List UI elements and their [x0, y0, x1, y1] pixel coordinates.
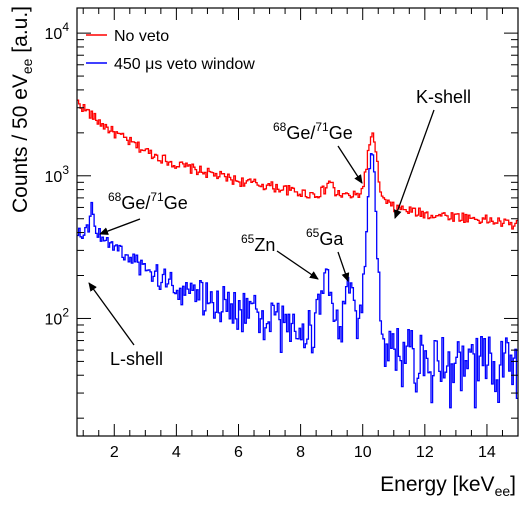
series-line-no-veto	[77, 99, 518, 230]
x-tick-label: 2	[110, 444, 119, 461]
x-tick-label: 14	[478, 444, 496, 461]
arrow-zn	[276, 250, 319, 280]
y-tick-label: 103	[45, 163, 70, 186]
annotation-l-shell: L-shell	[110, 349, 163, 369]
plot-frame	[76, 7, 519, 437]
legend: No veto 450 μs veto window	[86, 28, 255, 73]
arrow-ge-upper	[337, 145, 363, 184]
arrow-l-shell	[88, 282, 135, 346]
annotation-ge-upper: 68Ge/71Ge	[273, 120, 353, 143]
annotations: K-shell 68Ge/71Ge 68Ge/71Ge 65Zn 65Ga L-…	[88, 87, 471, 369]
x-tick-label: 8	[296, 444, 305, 461]
axis-ticks: 2 4 6 8 10 12 14 102 103 104	[45, 8, 519, 461]
plot-background	[77, 8, 518, 436]
x-axis-label: Energy [keVee]	[380, 473, 516, 499]
annotation-k-shell: K-shell	[416, 87, 471, 107]
axes-frame	[76, 7, 519, 437]
arrow-ge-left	[99, 218, 141, 235]
plot-area	[77, 8, 518, 436]
x-tick-label: 6	[234, 444, 243, 461]
legend-label-veto-window: 450 μs veto window	[114, 56, 255, 73]
legend-label-no-veto: No veto	[114, 28, 169, 45]
series-line-veto-window	[77, 153, 518, 409]
series-group	[77, 99, 518, 409]
annotation-ga: 65Ga	[306, 226, 344, 249]
x-tick-label: 4	[172, 444, 181, 461]
y-axis-label: Counts / 50 eVee [a.u.]	[9, 6, 35, 213]
annotation-zn: 65Zn	[241, 232, 275, 255]
y-tick-label: 102	[45, 305, 70, 328]
annotation-ge-left: 68Ge/71Ge	[108, 190, 188, 213]
x-tick-label: 10	[354, 444, 372, 461]
arrow-ga	[337, 251, 350, 282]
x-tick-label: 12	[416, 444, 434, 461]
y-tick-label: 104	[45, 20, 70, 43]
arrow-k-shell	[393, 109, 435, 219]
